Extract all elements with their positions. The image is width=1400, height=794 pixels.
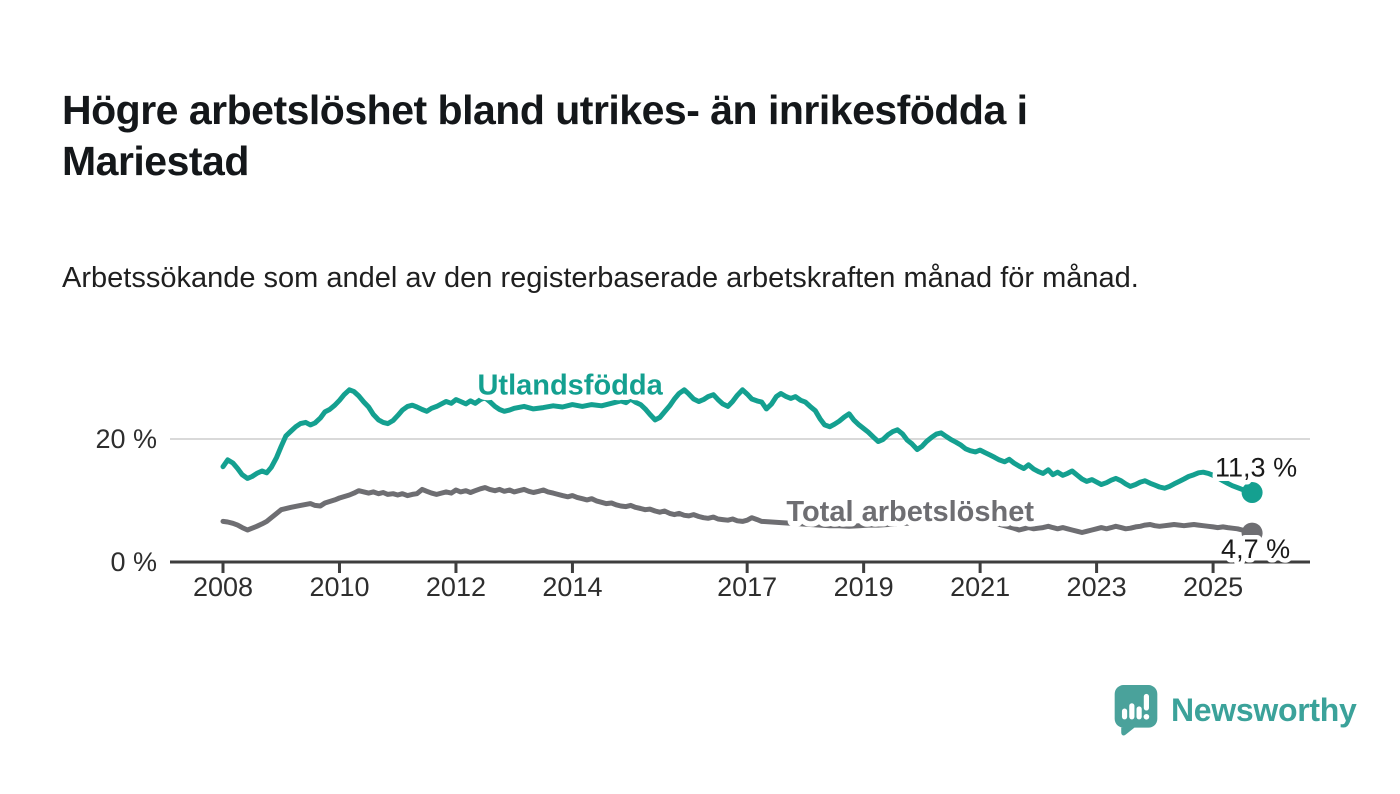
x-tick-label-2023: 2023 bbox=[1067, 572, 1127, 602]
x-tick-label-2012: 2012 bbox=[426, 572, 486, 602]
x-tick-label-2014: 2014 bbox=[542, 572, 602, 602]
series-line-utlandsf-dda bbox=[220, 387, 1255, 495]
series-end-value-utlandsf-dda: 11,3 % bbox=[1215, 453, 1297, 483]
series-end-dot-total-arbetsl-shet bbox=[1241, 522, 1263, 544]
newsworthy-speech-bubble-bar-chart-icon bbox=[1114, 685, 1158, 736]
series-label-utlandsf-dda: Utlandsfödda bbox=[477, 370, 663, 402]
chart-subtitle: Arbetssökande som andel av den registerb… bbox=[62, 262, 1139, 294]
series-label-total-arbetsl-shet: Total arbetslöshet bbox=[786, 496, 1034, 528]
series-end-dot-utlandsf-dda bbox=[1241, 482, 1263, 504]
series-end-value-total-arbetsl-shet: 4,7 % bbox=[1221, 534, 1290, 564]
x-tick-label-2017: 2017 bbox=[717, 572, 777, 602]
page-title: Högre arbetslöshet bland utrikes- än inr… bbox=[62, 87, 1028, 185]
x-tick-label-2008: 2008 bbox=[193, 572, 253, 602]
y-tick-label-0: 0 % bbox=[110, 547, 157, 577]
y-tick-label-20: 20 % bbox=[95, 424, 157, 454]
x-tick-label-2019: 2019 bbox=[834, 572, 894, 602]
x-tick-label-2021: 2021 bbox=[950, 572, 1010, 602]
brand-wordmark: Newsworthy bbox=[1171, 691, 1357, 728]
newsworthy-logo: Newsworthy bbox=[1113, 684, 1357, 736]
x-tick-label-2025: 2025 bbox=[1183, 572, 1243, 602]
series-line-total-arbetsl-shet bbox=[220, 485, 1255, 536]
x-tick-label-2010: 2010 bbox=[309, 572, 369, 602]
